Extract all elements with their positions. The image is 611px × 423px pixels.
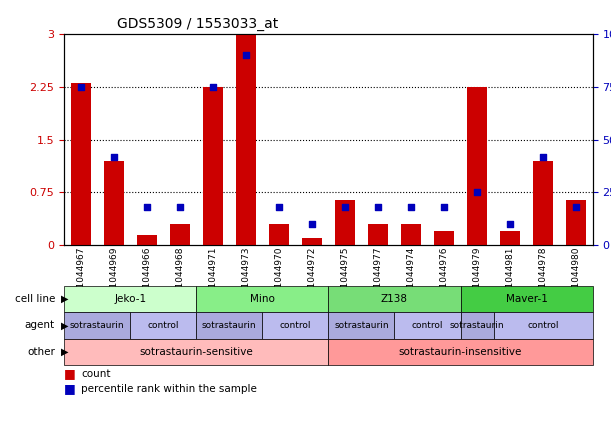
Point: [76, 83, 86, 90]
Text: control: control: [527, 321, 559, 330]
Text: Jeko-1: Jeko-1: [114, 294, 146, 304]
Point: [175, 204, 185, 211]
Point: [406, 204, 416, 211]
Bar: [500, 231, 520, 245]
Text: control: control: [147, 321, 179, 330]
Bar: [467, 87, 487, 245]
Point: [340, 204, 350, 211]
Text: count: count: [81, 369, 111, 379]
Text: sotrastaurin: sotrastaurin: [70, 321, 125, 330]
Point: [538, 153, 548, 160]
Bar: [533, 161, 553, 245]
Point: [307, 221, 316, 228]
Text: ▶: ▶: [61, 294, 68, 304]
Point: [505, 221, 515, 228]
Text: cell line: cell line: [15, 294, 55, 304]
Point: [208, 83, 218, 90]
Bar: [71, 83, 90, 245]
Bar: [302, 238, 322, 245]
Point: [571, 204, 581, 211]
Text: ▶: ▶: [61, 347, 68, 357]
Text: Maver-1: Maver-1: [506, 294, 547, 304]
Bar: [335, 200, 355, 245]
Text: Mino: Mino: [250, 294, 275, 304]
Text: ■: ■: [64, 382, 76, 395]
Bar: [236, 34, 256, 245]
Text: agent: agent: [25, 321, 55, 330]
Bar: [401, 224, 421, 245]
Text: GDS5309 / 1553033_at: GDS5309 / 1553033_at: [117, 17, 278, 31]
Text: ▶: ▶: [61, 321, 68, 330]
Text: sotrastaurin-sensitive: sotrastaurin-sensitive: [139, 347, 253, 357]
Point: [439, 204, 449, 211]
Text: control: control: [412, 321, 443, 330]
Bar: [104, 161, 123, 245]
Point: [472, 189, 482, 196]
Text: other: other: [27, 347, 55, 357]
Text: Z138: Z138: [381, 294, 408, 304]
Bar: [269, 224, 289, 245]
Bar: [434, 231, 454, 245]
Point: [241, 52, 251, 58]
Text: ■: ■: [64, 368, 76, 380]
Bar: [368, 224, 388, 245]
Bar: [170, 224, 189, 245]
Point: [373, 204, 383, 211]
Text: percentile rank within the sample: percentile rank within the sample: [81, 384, 257, 394]
Point: [142, 204, 152, 211]
Text: control: control: [280, 321, 311, 330]
Text: sotrastaurin: sotrastaurin: [450, 321, 504, 330]
Text: sotrastaurin: sotrastaurin: [334, 321, 389, 330]
Bar: [203, 87, 222, 245]
Text: sotrastaurin: sotrastaurin: [202, 321, 257, 330]
Bar: [566, 200, 586, 245]
Point: [109, 153, 119, 160]
Point: [274, 204, 284, 211]
Text: sotrastaurin-insensitive: sotrastaurin-insensitive: [399, 347, 522, 357]
Bar: [137, 235, 156, 245]
